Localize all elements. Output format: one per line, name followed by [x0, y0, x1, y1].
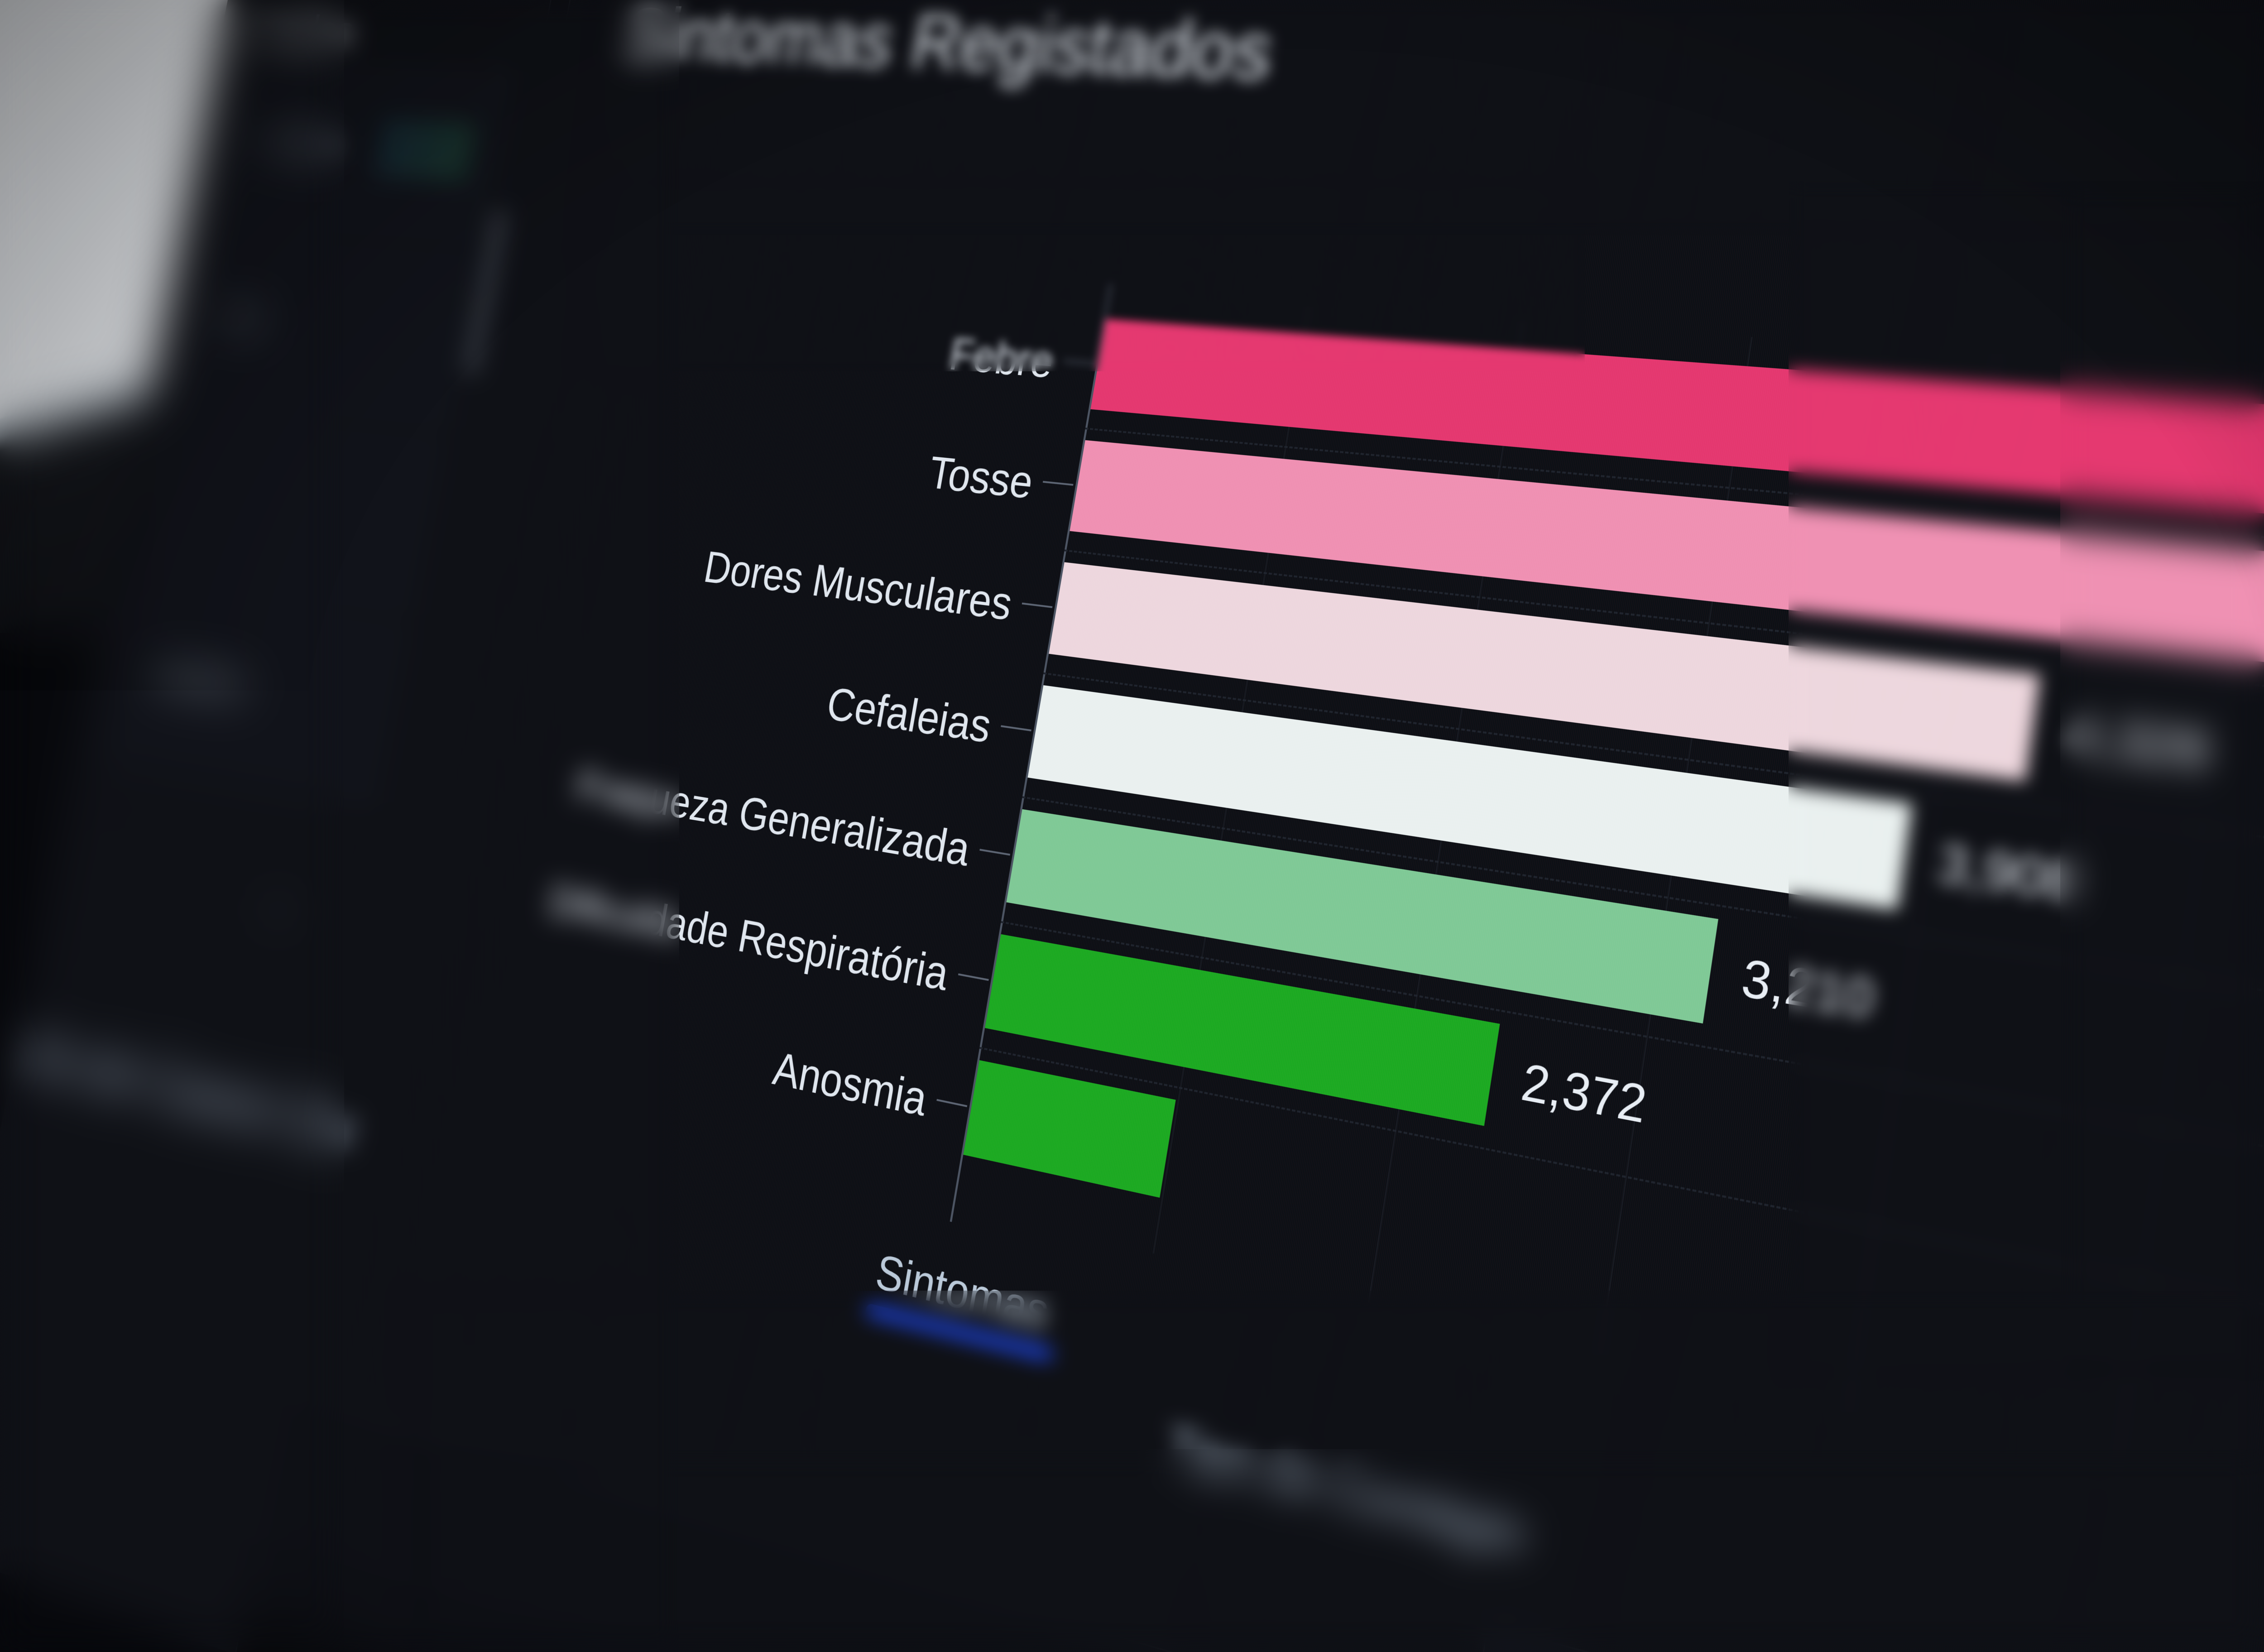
- axis-tick: [1001, 725, 1031, 731]
- category-label: Cefaleias: [823, 678, 995, 754]
- category-label: Febre: [946, 329, 1058, 389]
- photograph-of-monitor: mados o Gaia ao amento ão de Casos Suspe…: [0, 0, 2264, 1652]
- sparkline-icon: [374, 119, 476, 181]
- sidebar-item-label: ao: [226, 297, 261, 336]
- axis-tick: [936, 1099, 967, 1107]
- axis-tick: [1022, 603, 1053, 608]
- bar-value-label: 3,210: [1738, 947, 1878, 1031]
- axis-tick: [958, 973, 989, 981]
- sidebar-item-label: o Gaia: [261, 121, 342, 162]
- bar-value-label: 2,372: [1518, 1052, 1650, 1136]
- tab-grupo-etario-box[interactable]: Grupo Etário: [1467, 1624, 2264, 1652]
- sidebar-card-region[interactable]: ao: [175, 237, 477, 427]
- page-title: Sintomas Registados: [618, 0, 1280, 98]
- axis-tick: [1064, 360, 1094, 364]
- category-label: Fraqueza Generalizada: [573, 760, 974, 877]
- axis-tick: [979, 849, 1010, 855]
- category-label: Dificuldade Respiratória: [546, 875, 952, 1002]
- category-label: Dores Musculares: [700, 542, 1016, 631]
- bar-value-label: 3,908: [1933, 832, 2081, 915]
- bar-value-label: 4,326: [2063, 702, 2214, 783]
- chart-card: Sintomas Registados Febre6,280Tosse6,094…: [304, 0, 2264, 1652]
- sidebar-card-region[interactable]: amento: [103, 590, 405, 803]
- monitor-stage: mados o Gaia ao amento ão de Casos Suspe…: [0, 0, 2264, 1652]
- sidebar-item-label: amento: [155, 654, 246, 706]
- sidebar-title: mados: [251, 5, 359, 56]
- category-label: Tosse: [925, 447, 1037, 509]
- category-label: Anosmia: [769, 1042, 931, 1127]
- axis-tick: [1043, 481, 1074, 486]
- sidebar-card-region[interactable]: [139, 412, 441, 614]
- tab-tipo-de-contagio[interactable]: Tipo de Contágio: [1164, 1415, 1529, 1567]
- sidebar-card-region[interactable]: o Gaia: [210, 63, 512, 243]
- monitor-screen: mados o Gaia ao amento ão de Casos Suspe…: [0, 0, 2264, 1652]
- bar-series: Febre6,280Tosse6,094Dores Musculares4,32…: [1104, 319, 2264, 447]
- status-dot-icon: [273, 904, 283, 917]
